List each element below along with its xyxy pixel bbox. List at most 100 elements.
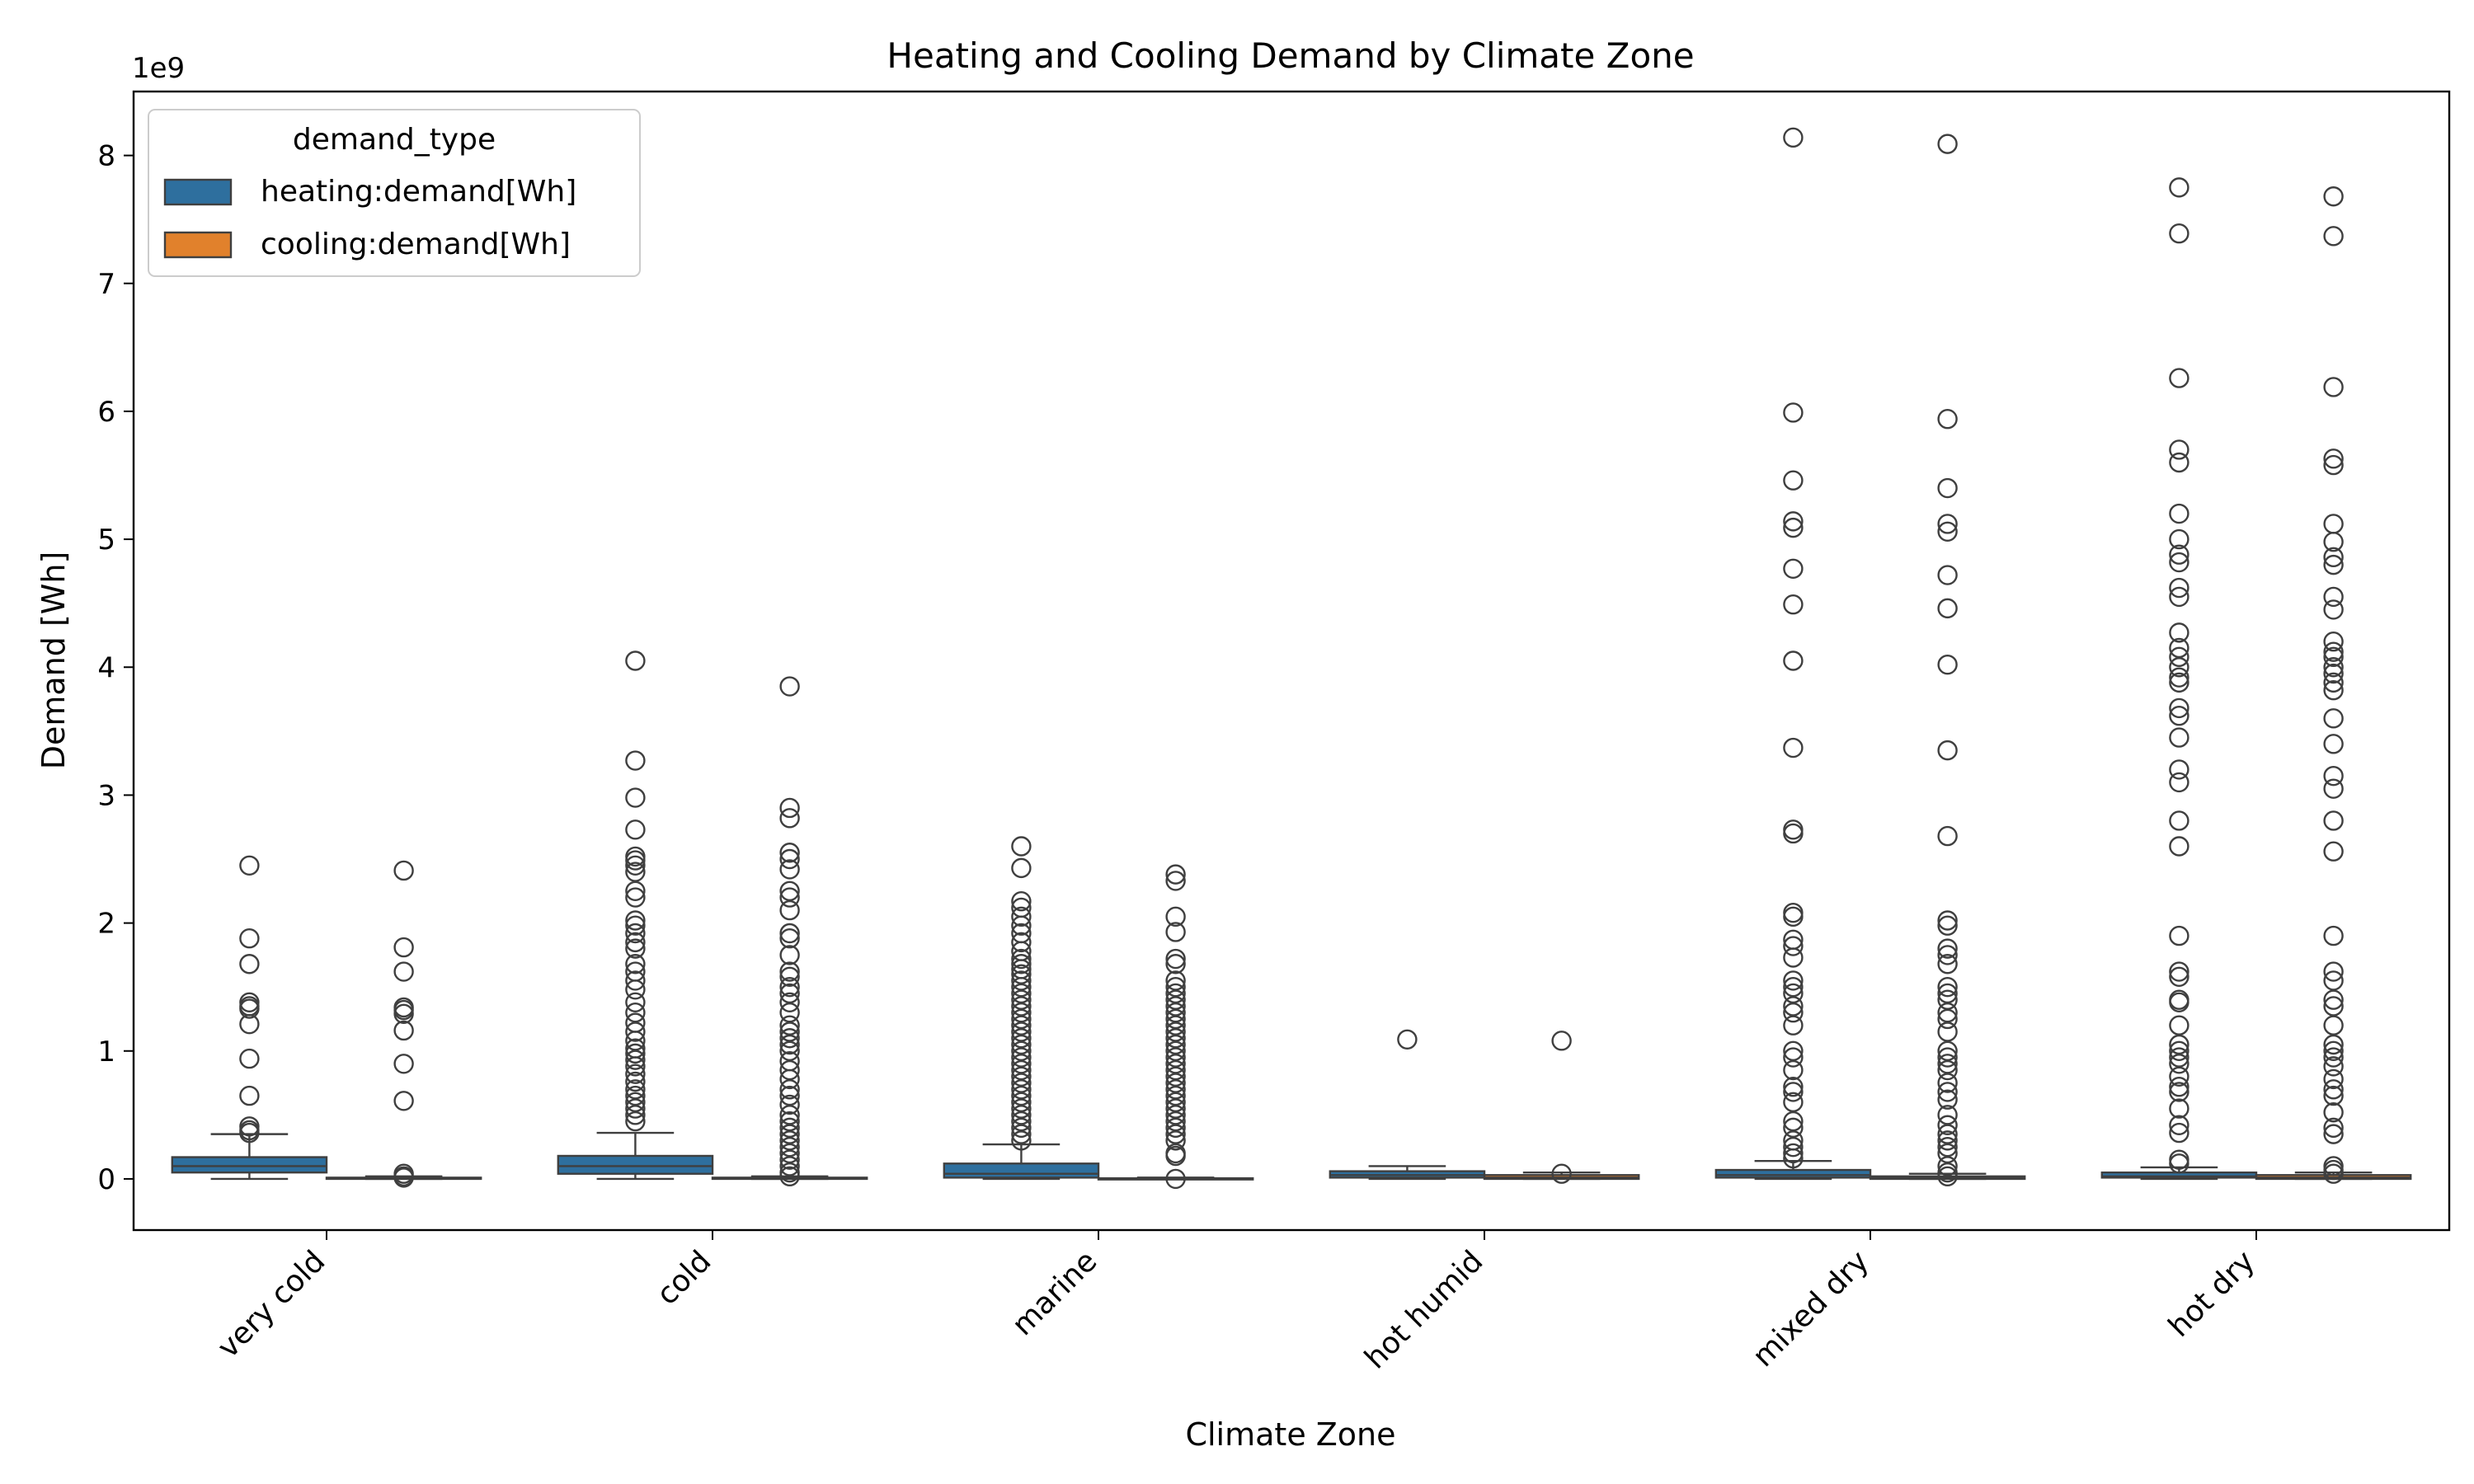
outlier-point [625, 887, 646, 908]
outlier-point [1783, 517, 1804, 538]
outlier-point [1011, 996, 1032, 1017]
outlier-point [1165, 1034, 1186, 1055]
outlier-point [1165, 1168, 1186, 1190]
outlier-point [1011, 1015, 1032, 1036]
outlier-point [2323, 672, 2344, 693]
outlier-point [625, 910, 646, 931]
outlier-point [393, 937, 414, 958]
outlier-point [2323, 641, 2344, 662]
outlier-point [1165, 1073, 1186, 1093]
outlier-point [779, 966, 800, 987]
outlier-point [779, 983, 800, 1004]
outlier-point [2323, 996, 2344, 1017]
outlier-point [625, 1064, 646, 1084]
outlier-point [2169, 759, 2189, 780]
outlier-point [2169, 992, 2189, 1013]
outlier-point [779, 797, 800, 819]
outlier-point [1937, 514, 1958, 534]
outlier-point [625, 750, 646, 771]
outlier-point [1011, 1034, 1032, 1055]
outlier-point [2169, 552, 2189, 573]
outlier-point [625, 862, 646, 882]
outlier-point [1011, 1073, 1032, 1093]
y-tick-label: 4 [97, 651, 115, 684]
y-tick-label: 5 [97, 524, 115, 556]
outlier-point [2169, 697, 2189, 719]
outlier-point [779, 1059, 800, 1081]
outlier-point [1783, 1077, 1804, 1097]
outlier-point [1165, 954, 1186, 974]
y-tick-label: 1 [97, 1036, 115, 1068]
outlier-point [779, 992, 800, 1013]
outlier-point [1783, 1003, 1804, 1023]
outlier-point [625, 992, 646, 1013]
outlier-point [2169, 667, 2189, 688]
outlier-point [1165, 970, 1186, 991]
outlier-point [1011, 891, 1032, 912]
outlier-point [1011, 1028, 1032, 1049]
outlier-point [1937, 989, 1958, 1010]
y-tick-label: 7 [97, 268, 115, 301]
outlier-point [625, 938, 646, 959]
outlier-point [1165, 1021, 1186, 1042]
outlier-point [2169, 836, 2189, 857]
outlier-point [2323, 1034, 2344, 1055]
outlier-point [1165, 1003, 1186, 1023]
outlier-point [625, 1079, 646, 1100]
outlier-point [1937, 1040, 1958, 1061]
outlier-point [2169, 586, 2189, 608]
outlier-point [625, 650, 646, 671]
outlier-point [1937, 1143, 1958, 1164]
outlier-point [1937, 477, 1958, 499]
outlier-point [1937, 910, 1958, 931]
outlier-point [2323, 554, 2344, 575]
outlier-point [1783, 976, 1804, 998]
outlier-point [2323, 186, 2344, 207]
y-tick-label: 3 [97, 779, 115, 812]
box-heating [557, 1154, 714, 1175]
outlier-point [1165, 976, 1186, 998]
outlier-point [1011, 1079, 1032, 1100]
outlier-point [2169, 1098, 2189, 1119]
outlier-point [1165, 1008, 1186, 1030]
outlier-point [2169, 1153, 2189, 1174]
outlier-point [1011, 1105, 1032, 1125]
outlier-point [2323, 1102, 2344, 1123]
outlier-point [779, 1156, 800, 1176]
outlier-point [2323, 448, 2344, 469]
outlier-point [1011, 983, 1032, 1004]
outlier-point [2169, 1047, 2189, 1068]
outlier-point [2169, 657, 2189, 678]
outlier-point [2323, 1079, 2344, 1100]
outlier-point [779, 923, 800, 944]
outlier-point [625, 1056, 646, 1077]
outlier-point [2323, 970, 2344, 991]
outlier-point [779, 1015, 800, 1036]
outlier-point [2323, 1056, 2344, 1077]
outlier-point [1011, 1092, 1032, 1113]
outlier-point [2323, 1015, 2344, 1036]
outlier-point [1937, 915, 1958, 936]
y-axis-ticks: 0 1 2 3 4 5 6 7 8 [97, 140, 134, 1196]
outlier-point [1783, 947, 1804, 968]
outlier-point [1937, 1166, 1958, 1187]
outlier-point [2323, 679, 2344, 701]
outlier-point [2323, 377, 2344, 397]
outlier-point [779, 899, 800, 921]
outlier-point [2169, 672, 2189, 693]
outlier-point [1783, 650, 1804, 671]
outlier-point [779, 1034, 800, 1055]
box-group-heating-very-cold [171, 855, 328, 1181]
outlier-point [1011, 1008, 1032, 1030]
outlier-point [779, 1143, 800, 1164]
outlier-point [2169, 706, 2189, 726]
outlier-point [239, 1013, 260, 1035]
outlier-point [1937, 1021, 1958, 1042]
outlier-point [1937, 945, 1958, 965]
outlier-point [779, 1040, 800, 1061]
outlier-point [2323, 778, 2344, 799]
outlier-point [2323, 1085, 2344, 1106]
outlier-point [779, 1105, 800, 1125]
outlier-point [2169, 637, 2189, 659]
outlier-point [393, 1091, 414, 1111]
